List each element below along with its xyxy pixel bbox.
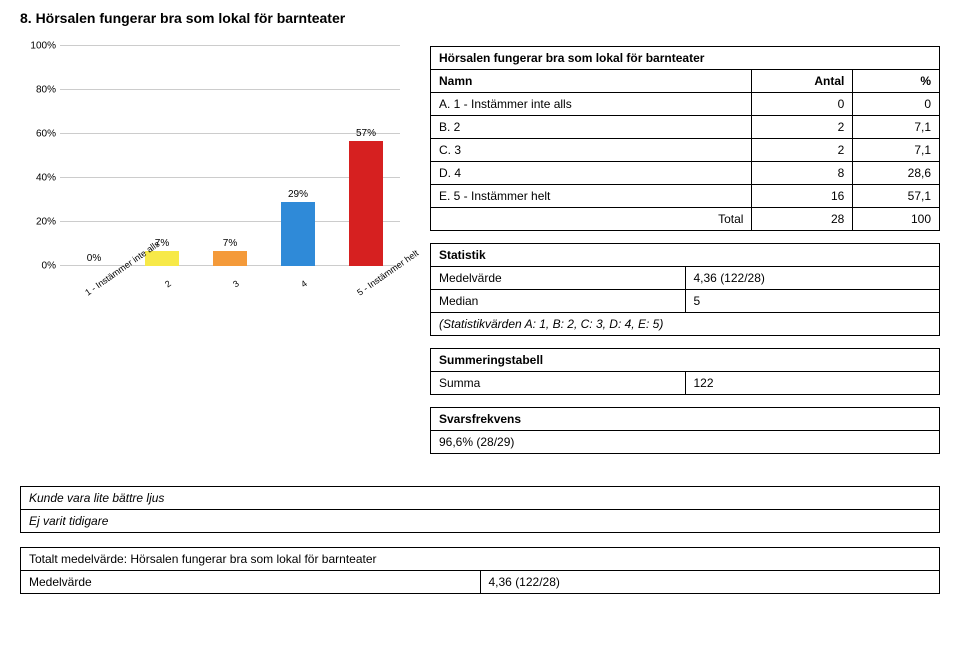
svarsfrekvens-table: Svarsfrekvens 96,6% (28/29) bbox=[430, 407, 940, 454]
table-row: A. 1 - Instämmer inte alls00 bbox=[431, 93, 940, 116]
cell-value: 122 bbox=[685, 372, 940, 395]
bar bbox=[349, 141, 383, 266]
cell-value: 5 bbox=[685, 290, 940, 313]
bar bbox=[213, 251, 247, 266]
col-header-antal: Antal bbox=[752, 70, 853, 93]
summering-title: Summeringstabell bbox=[431, 349, 940, 372]
x-tick-label: 2 bbox=[151, 270, 202, 322]
col-header-pct: % bbox=[853, 70, 940, 93]
x-tick-label: 1 - Instämmer inte alls bbox=[83, 270, 134, 322]
response-table-title: Hörsalen fungerar bra som lokal för barn… bbox=[431, 47, 940, 70]
cell-pct: 0 bbox=[853, 93, 940, 116]
summering-table: Summeringstabell Summa122 bbox=[430, 348, 940, 395]
table-row: C. 327,1 bbox=[431, 139, 940, 162]
cell-label: Median bbox=[431, 290, 686, 313]
bar-column: 57% bbox=[349, 141, 383, 266]
table-row: E. 5 - Instämmer helt1657,1 bbox=[431, 185, 940, 208]
total-mean-label: Medelvärde bbox=[21, 571, 481, 594]
cell-name: B. 2 bbox=[431, 116, 752, 139]
cell-antal: 2 bbox=[752, 139, 853, 162]
total-mean-title: Totalt medelvärde: Hörsalen fungerar bra… bbox=[21, 548, 940, 571]
total-mean-table: Totalt medelvärde: Hörsalen fungerar bra… bbox=[20, 547, 940, 594]
cell-name: E. 5 - Instämmer helt bbox=[431, 185, 752, 208]
statistik-footnote: (Statistikvärden A: 1, B: 2, C: 3, D: 4,… bbox=[431, 313, 940, 336]
statistik-table: Statistik Medelvärde4,36 (122/28)Median5… bbox=[430, 243, 940, 336]
x-tick-label: 5 - Instämmer helt bbox=[355, 270, 406, 322]
total-label: Total bbox=[431, 208, 752, 231]
col-header-name: Namn bbox=[431, 70, 752, 93]
x-tick-label: 3 bbox=[219, 270, 270, 322]
cell-pct: 57,1 bbox=[853, 185, 940, 208]
cell-label: Summa bbox=[431, 372, 686, 395]
page-title: 8. Hörsalen fungerar bra som lokal för b… bbox=[20, 10, 940, 26]
y-tick-label: 20% bbox=[36, 217, 56, 228]
table-row: B. 227,1 bbox=[431, 116, 940, 139]
cell-antal: 8 bbox=[752, 162, 853, 185]
bar bbox=[281, 202, 315, 266]
cell-value: 4,36 (122/28) bbox=[685, 267, 940, 290]
bar-value-label: 0% bbox=[87, 253, 101, 264]
bar-value-label: 7% bbox=[223, 238, 237, 249]
cell-label: Medelvärde bbox=[431, 267, 686, 290]
y-tick-label: 60% bbox=[36, 129, 56, 140]
bar-column: 29% bbox=[281, 202, 315, 266]
svarsfrekvens-value: 96,6% (28/29) bbox=[431, 431, 940, 454]
svarsfrekvens-title: Svarsfrekvens bbox=[431, 408, 940, 431]
cell-antal: 2 bbox=[752, 116, 853, 139]
y-tick-label: 100% bbox=[30, 41, 56, 52]
table-row: D. 4828,6 bbox=[431, 162, 940, 185]
y-tick-label: 80% bbox=[36, 85, 56, 96]
cell-pct: 7,1 bbox=[853, 139, 940, 162]
bar-value-label: 29% bbox=[288, 189, 308, 200]
total-antal: 28 bbox=[752, 208, 853, 231]
y-tick-label: 0% bbox=[42, 261, 56, 272]
table-row: Median5 bbox=[431, 290, 940, 313]
bar-value-label: 57% bbox=[356, 128, 376, 139]
table-row: Summa122 bbox=[431, 372, 940, 395]
cell-name: D. 4 bbox=[431, 162, 752, 185]
statistik-title: Statistik bbox=[431, 244, 940, 267]
cell-pct: 7,1 bbox=[853, 116, 940, 139]
comment-row: Kunde vara lite bättre ljus bbox=[21, 487, 940, 510]
comment-row: Ej varit tidigare bbox=[21, 510, 940, 533]
total-mean-value: 4,36 (122/28) bbox=[480, 571, 940, 594]
cell-antal: 0 bbox=[752, 93, 853, 116]
cell-name: A. 1 - Instämmer inte alls bbox=[431, 93, 752, 116]
y-tick-label: 40% bbox=[36, 173, 56, 184]
comments-table: Kunde vara lite bättre ljusEj varit tidi… bbox=[20, 486, 940, 533]
cell-name: C. 3 bbox=[431, 139, 752, 162]
x-tick-label: 4 bbox=[287, 270, 338, 322]
comment-text: Kunde vara lite bättre ljus bbox=[21, 487, 940, 510]
cell-pct: 28,6 bbox=[853, 162, 940, 185]
response-table: Hörsalen fungerar bra som lokal för barn… bbox=[430, 46, 940, 231]
table-row: Medelvärde4,36 (122/28) bbox=[431, 267, 940, 290]
bar-column: 7% bbox=[213, 251, 247, 266]
total-pct: 100 bbox=[853, 208, 940, 231]
comment-text: Ej varit tidigare bbox=[21, 510, 940, 533]
survey-bar-chart: 0%20%40%60%80%100% 0%7%7%29%57% 1 - Inst… bbox=[20, 46, 400, 306]
cell-antal: 16 bbox=[752, 185, 853, 208]
